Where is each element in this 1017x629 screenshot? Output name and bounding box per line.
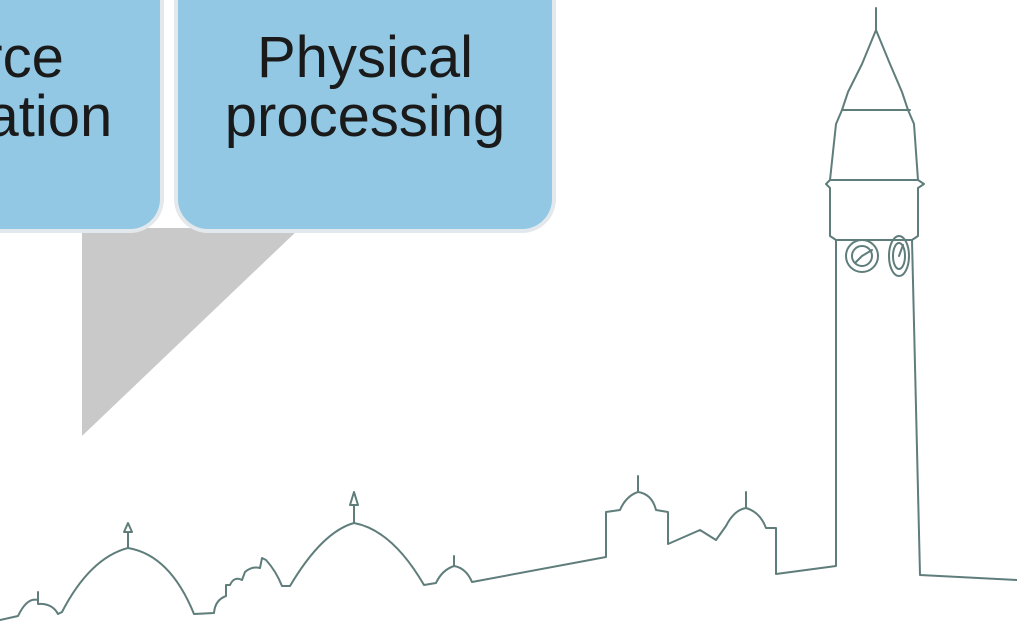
source-separation-line-2: Separation [0, 84, 113, 150]
physical-processing-box: Physical processing [174, 0, 556, 233]
physical-processing-line-2: processing [224, 84, 506, 150]
physical-processing-line-1: Physical [257, 25, 473, 90]
source-separation-box: Source Separation [0, 0, 164, 233]
source-separation-line-1: Source [0, 25, 64, 90]
